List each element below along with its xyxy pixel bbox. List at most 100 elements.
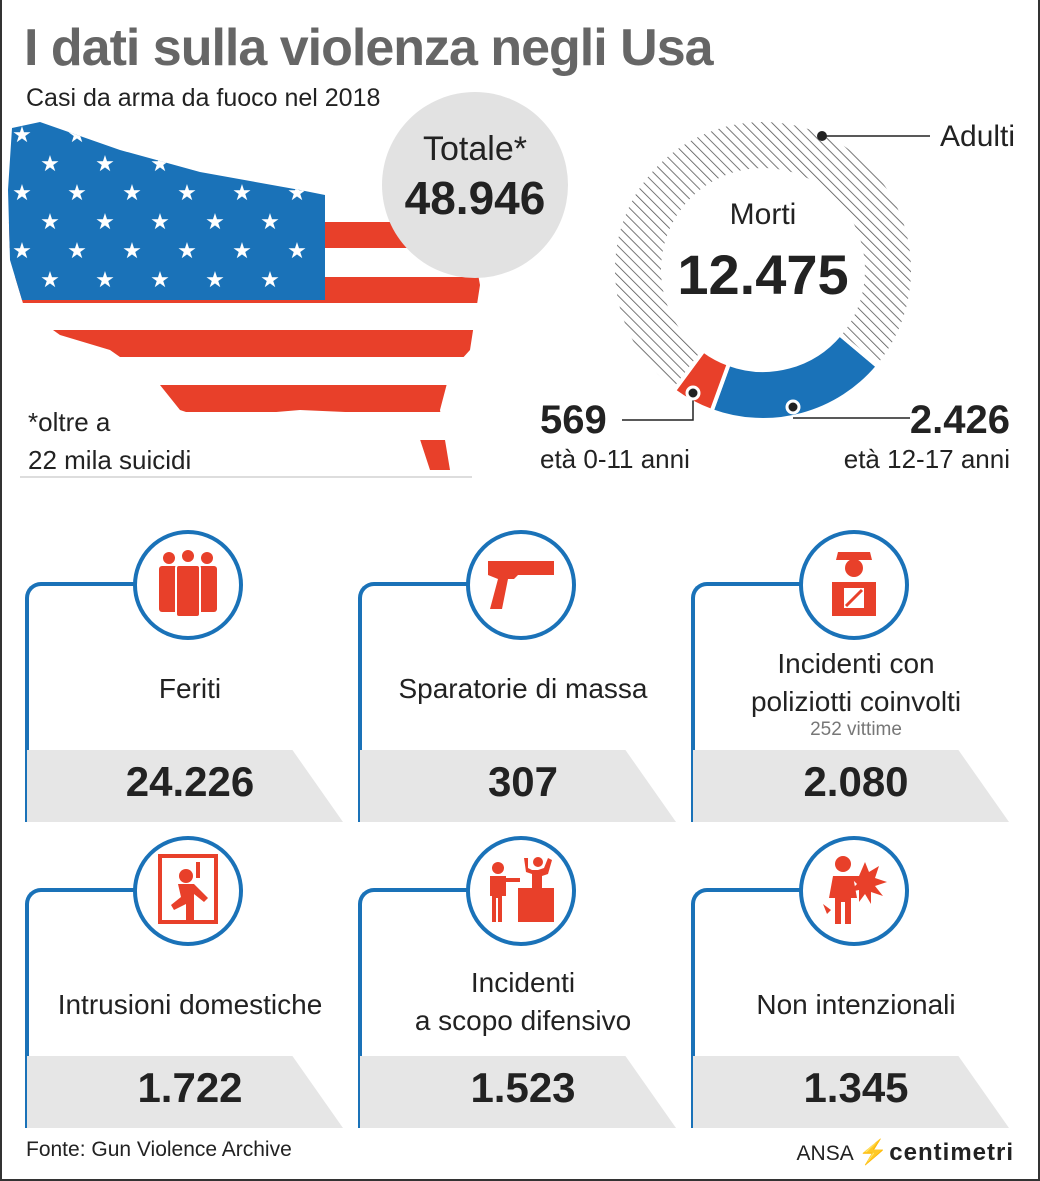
flag-star: ★: [95, 267, 115, 292]
teens-label: età 12-17 anni: [843, 444, 1010, 474]
flag-star: ★: [232, 122, 252, 147]
card-value: 24.226: [125, 758, 255, 805]
value-band: [27, 750, 343, 822]
deaths-label: Morti: [729, 198, 797, 231]
total-value: 48.946: [404, 172, 546, 224]
flag-star: ★: [205, 151, 225, 176]
flag-star: ★: [205, 209, 225, 234]
flag-star: ★: [150, 267, 170, 292]
flag-star: ★: [40, 209, 60, 234]
card-label-line: Incidenti con: [777, 648, 935, 679]
ansa-centimetri-logo: ANSA ⚡centimetri: [796, 1139, 1014, 1166]
teens-marker: [785, 399, 801, 415]
card-frame-line: [25, 582, 137, 822]
flag-star: ★: [95, 209, 115, 234]
card-value: 1.523: [470, 1064, 576, 1111]
page-title: I dati sulla violenza negli Usa: [24, 19, 714, 77]
kids-label: età 0-11 anni: [540, 444, 690, 474]
card-frame-line: [25, 888, 137, 1128]
card-value: 1.345: [803, 1064, 909, 1111]
flag-star: ★: [12, 238, 32, 263]
flag-star: ★: [232, 238, 252, 263]
stat-card: Feriti 24.226: [25, 530, 345, 830]
card-value: 1.722: [137, 1064, 243, 1111]
flag-star: ★: [12, 122, 32, 147]
flag-star: ★: [40, 151, 60, 176]
flag-star: ★: [40, 267, 60, 292]
icon-ring: [799, 836, 909, 946]
stat-card: Sparatorie di massa 307: [358, 530, 678, 830]
flag-star: ★: [260, 151, 280, 176]
deaths-value: 12.475: [677, 243, 849, 306]
source: Fonte: Gun Violence Archive: [26, 1138, 292, 1161]
value-band: [693, 1056, 1009, 1128]
icon-ring: [133, 530, 243, 640]
card-frame-line: [691, 582, 803, 822]
stat-card: Non intenzionali 1.345: [691, 836, 1011, 1136]
value-band: [27, 1056, 343, 1128]
flag-star: ★: [260, 267, 280, 292]
stat-card: Intrusioni domestiche 1.722: [25, 836, 345, 1136]
footnote: *oltre a 22 mila suicidi: [28, 403, 191, 479]
card-label-line: Sparatorie di massa: [398, 673, 648, 704]
flag-star: ★: [67, 180, 87, 205]
home-intrusion-icon: [156, 852, 220, 931]
card-label: Non intenzionali: [691, 986, 1021, 1024]
flag-star: ★: [150, 209, 170, 234]
flag-star: ★: [177, 122, 197, 147]
adults-marker: [817, 131, 827, 141]
defensive-shooter-icon: [484, 854, 558, 929]
card-label-line: Intrusioni domestiche: [57, 989, 323, 1020]
flag-star: ★: [177, 238, 197, 263]
footnote-line: 22 mila suicidi: [28, 445, 192, 475]
gun-icon: [484, 553, 558, 618]
card-frame-line: [691, 888, 803, 1128]
card-label-line: a scopo difensivo: [414, 1005, 632, 1036]
flag-star: ★: [67, 122, 87, 147]
card-subnote: 252 vittime: [810, 719, 902, 740]
teens-value: 2.426: [909, 398, 1010, 442]
icon-ring: [466, 530, 576, 640]
accidental-shot-icon: [819, 852, 889, 931]
stat-card: Incidenti a scopo difensivo 1.523: [358, 836, 678, 1136]
deaths-donut-chart: [611, 118, 930, 422]
flag-star: ★: [150, 151, 170, 176]
card-label: Intrusioni domestiche: [25, 986, 355, 1024]
card-label: Feriti: [25, 670, 355, 708]
flag-star: ★: [12, 180, 32, 205]
value-band: [360, 1056, 676, 1128]
subtitle: Casi da arma da fuoco nel 2018: [26, 84, 381, 112]
logo-centimetri: centimetri: [889, 1139, 1014, 1166]
logo-ansa: ANSA: [796, 1142, 853, 1165]
police-officer-icon: [824, 548, 884, 623]
icon-ring: [799, 530, 909, 640]
card-label: Incidenti a scopo difensivo: [358, 964, 688, 1040]
total-label: Totale*: [423, 130, 527, 168]
card-frame-line: [358, 582, 470, 822]
card-value: 2.080: [803, 758, 909, 805]
kids-value: 569: [540, 398, 607, 442]
flag-star: ★: [122, 180, 142, 205]
flag-star: ★: [260, 209, 280, 234]
flag-star: ★: [287, 180, 307, 205]
value-band: [693, 750, 1009, 822]
stat-card: Incidenti con poliziotti coinvolti 252 vi…: [691, 530, 1011, 830]
flag-star: ★: [287, 122, 307, 147]
flag-star: ★: [205, 267, 225, 292]
card-label-line: Feriti: [158, 673, 222, 704]
flag-star: ★: [95, 151, 115, 176]
total-badge: Totale* 48.946: [382, 92, 568, 278]
flag-star: ★: [232, 180, 252, 205]
card-label: Sparatorie di massa: [358, 670, 688, 708]
icon-ring: [466, 836, 576, 946]
card-value: 307: [487, 758, 559, 805]
card-label-line: poliziotti coinvolti: [750, 686, 962, 717]
flag-star: ★: [287, 238, 307, 263]
icon-ring: [133, 836, 243, 946]
flag-star: ★: [67, 238, 87, 263]
value-band: [360, 750, 676, 822]
flag-star: ★: [122, 238, 142, 263]
card-label-line: Non intenzionali: [756, 989, 956, 1020]
card-frame-line: [358, 888, 470, 1128]
